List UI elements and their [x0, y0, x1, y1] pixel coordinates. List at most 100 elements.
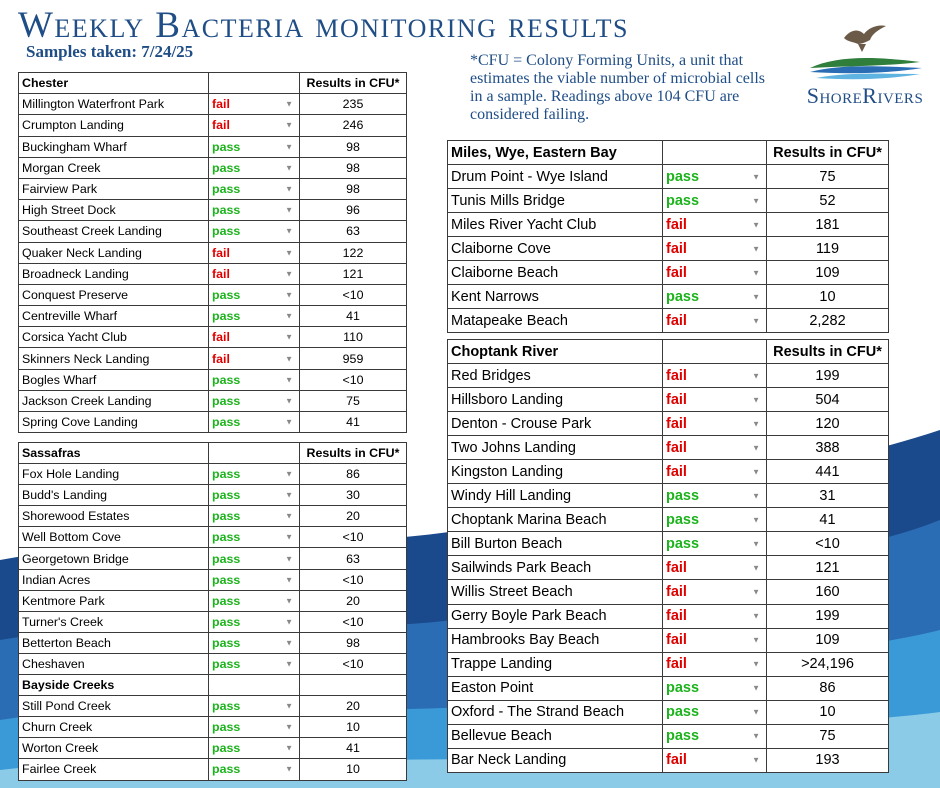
dropdown-arrow-icon[interactable]: ▼ — [752, 635, 760, 645]
dropdown-arrow-icon[interactable]: ▼ — [285, 142, 293, 152]
status-dropdown[interactable]: pass ▼ — [208, 547, 300, 570]
status-dropdown[interactable]: fail ▼ — [208, 241, 300, 264]
status-dropdown[interactable]: pass ▼ — [208, 610, 300, 633]
dropdown-arrow-icon[interactable]: ▼ — [285, 163, 293, 173]
dropdown-arrow-icon[interactable]: ▼ — [752, 659, 760, 669]
dropdown-arrow-icon[interactable]: ▼ — [752, 755, 760, 765]
status-dropdown[interactable]: fail ▼ — [662, 579, 767, 605]
dropdown-arrow-icon[interactable]: ▼ — [752, 196, 760, 205]
dropdown-arrow-icon[interactable]: ▼ — [752, 707, 760, 717]
dropdown-arrow-icon[interactable]: ▼ — [752, 220, 760, 229]
status-dropdown[interactable]: pass ▼ — [208, 737, 300, 760]
dropdown-arrow-icon[interactable]: ▼ — [285, 396, 293, 406]
dropdown-arrow-icon[interactable]: ▼ — [752, 443, 760, 453]
dropdown-arrow-icon[interactable]: ▼ — [285, 554, 293, 564]
status-dropdown[interactable]: pass ▼ — [662, 483, 767, 509]
dropdown-arrow-icon[interactable]: ▼ — [752, 611, 760, 621]
dropdown-arrow-icon[interactable]: ▼ — [285, 659, 293, 669]
dropdown-arrow-icon[interactable]: ▼ — [752, 371, 760, 381]
status-dropdown[interactable]: pass ▼ — [208, 695, 300, 718]
status-dropdown[interactable]: pass ▼ — [208, 177, 300, 201]
status-dropdown[interactable]: pass ▼ — [208, 463, 300, 486]
dropdown-arrow-icon[interactable]: ▼ — [752, 683, 760, 693]
dropdown-arrow-icon[interactable]: ▼ — [752, 563, 760, 573]
status-dropdown[interactable]: fail ▼ — [662, 651, 767, 677]
status-dropdown[interactable]: pass ▼ — [208, 156, 300, 179]
dropdown-arrow-icon[interactable]: ▼ — [285, 311, 293, 321]
status-dropdown[interactable]: fail ▼ — [662, 459, 767, 485]
dropdown-arrow-icon[interactable]: ▼ — [285, 332, 293, 342]
status-dropdown[interactable]: fail ▼ — [208, 347, 300, 370]
status-dropdown[interactable]: fail ▼ — [662, 308, 767, 333]
dropdown-arrow-icon[interactable]: ▼ — [752, 244, 760, 253]
dropdown-arrow-icon[interactable]: ▼ — [752, 587, 760, 597]
dropdown-arrow-icon[interactable]: ▼ — [285, 269, 293, 279]
status-dropdown[interactable]: fail ▼ — [662, 603, 767, 629]
status-dropdown[interactable]: fail ▼ — [662, 435, 767, 461]
dropdown-arrow-icon[interactable]: ▼ — [285, 184, 293, 194]
dropdown-arrow-icon[interactable]: ▼ — [752, 395, 760, 405]
dropdown-arrow-icon[interactable]: ▼ — [285, 596, 293, 606]
status-dropdown[interactable]: pass ▼ — [662, 723, 767, 749]
dropdown-arrow-icon[interactable]: ▼ — [752, 515, 760, 525]
status-dropdown[interactable]: fail ▼ — [208, 326, 300, 349]
status-dropdown[interactable]: fail ▼ — [662, 260, 767, 285]
dropdown-arrow-icon[interactable]: ▼ — [285, 722, 293, 732]
dropdown-arrow-icon[interactable]: ▼ — [285, 469, 293, 479]
dropdown-arrow-icon[interactable]: ▼ — [285, 638, 293, 648]
status-dropdown[interactable]: fail ▼ — [662, 411, 767, 437]
dropdown-arrow-icon[interactable]: ▼ — [285, 290, 293, 300]
status-dropdown[interactable]: pass ▼ — [208, 716, 300, 739]
status-dropdown[interactable]: fail ▼ — [662, 555, 767, 581]
dropdown-arrow-icon[interactable]: ▼ — [285, 226, 293, 236]
status-dropdown[interactable]: pass ▼ — [208, 589, 300, 612]
status-dropdown[interactable]: fail ▼ — [662, 236, 767, 261]
status-dropdown[interactable]: fail ▼ — [208, 114, 300, 137]
dropdown-arrow-icon[interactable]: ▼ — [752, 172, 760, 181]
status-dropdown[interactable]: pass ▼ — [208, 283, 300, 307]
dropdown-arrow-icon[interactable]: ▼ — [285, 764, 293, 774]
dropdown-arrow-icon[interactable]: ▼ — [285, 490, 293, 500]
status-dropdown[interactable]: pass ▼ — [662, 284, 767, 309]
status-dropdown[interactable]: pass ▼ — [662, 188, 767, 213]
dropdown-arrow-icon[interactable]: ▼ — [752, 419, 760, 429]
status-dropdown[interactable]: pass ▼ — [208, 484, 300, 507]
dropdown-arrow-icon[interactable]: ▼ — [285, 205, 293, 215]
status-dropdown[interactable]: pass ▼ — [208, 389, 300, 413]
status-dropdown[interactable]: pass ▼ — [208, 568, 300, 591]
status-dropdown[interactable]: pass ▼ — [208, 305, 300, 328]
status-dropdown[interactable]: pass ▼ — [208, 631, 300, 654]
status-dropdown[interactable]: fail ▼ — [662, 363, 767, 389]
dropdown-arrow-icon[interactable]: ▼ — [752, 467, 760, 477]
dropdown-arrow-icon[interactable]: ▼ — [752, 731, 760, 741]
status-dropdown[interactable]: pass ▼ — [208, 505, 300, 528]
dropdown-arrow-icon[interactable]: ▼ — [285, 375, 293, 385]
dropdown-arrow-icon[interactable]: ▼ — [752, 268, 760, 277]
dropdown-arrow-icon[interactable]: ▼ — [285, 701, 293, 711]
dropdown-arrow-icon[interactable]: ▼ — [285, 511, 293, 521]
dropdown-arrow-icon[interactable]: ▼ — [285, 99, 293, 109]
status-dropdown[interactable]: pass ▼ — [208, 526, 300, 549]
status-dropdown[interactable]: fail ▼ — [662, 212, 767, 237]
dropdown-arrow-icon[interactable]: ▼ — [285, 248, 293, 258]
status-dropdown[interactable]: pass ▼ — [662, 699, 767, 725]
status-dropdown[interactable]: fail ▼ — [662, 387, 767, 413]
status-dropdown[interactable]: fail ▼ — [662, 747, 767, 773]
dropdown-arrow-icon[interactable]: ▼ — [752, 491, 760, 501]
status-dropdown[interactable]: pass ▼ — [208, 135, 300, 158]
dropdown-arrow-icon[interactable]: ▼ — [752, 292, 760, 301]
dropdown-arrow-icon[interactable]: ▼ — [285, 354, 293, 364]
dropdown-arrow-icon[interactable]: ▼ — [285, 743, 293, 753]
status-dropdown[interactable]: pass ▼ — [208, 410, 300, 434]
dropdown-arrow-icon[interactable]: ▼ — [285, 617, 293, 627]
dropdown-arrow-icon[interactable]: ▼ — [752, 539, 760, 549]
status-dropdown[interactable]: fail ▼ — [208, 262, 300, 285]
status-dropdown[interactable]: pass ▼ — [208, 652, 300, 676]
status-dropdown[interactable]: pass ▼ — [208, 368, 300, 391]
status-dropdown[interactable]: fail ▼ — [662, 627, 767, 653]
status-dropdown[interactable]: pass ▼ — [208, 758, 300, 781]
status-dropdown[interactable]: pass ▼ — [662, 531, 767, 557]
dropdown-arrow-icon[interactable]: ▼ — [285, 575, 293, 585]
dropdown-arrow-icon[interactable]: ▼ — [752, 316, 760, 325]
dropdown-arrow-icon[interactable]: ▼ — [285, 532, 293, 542]
